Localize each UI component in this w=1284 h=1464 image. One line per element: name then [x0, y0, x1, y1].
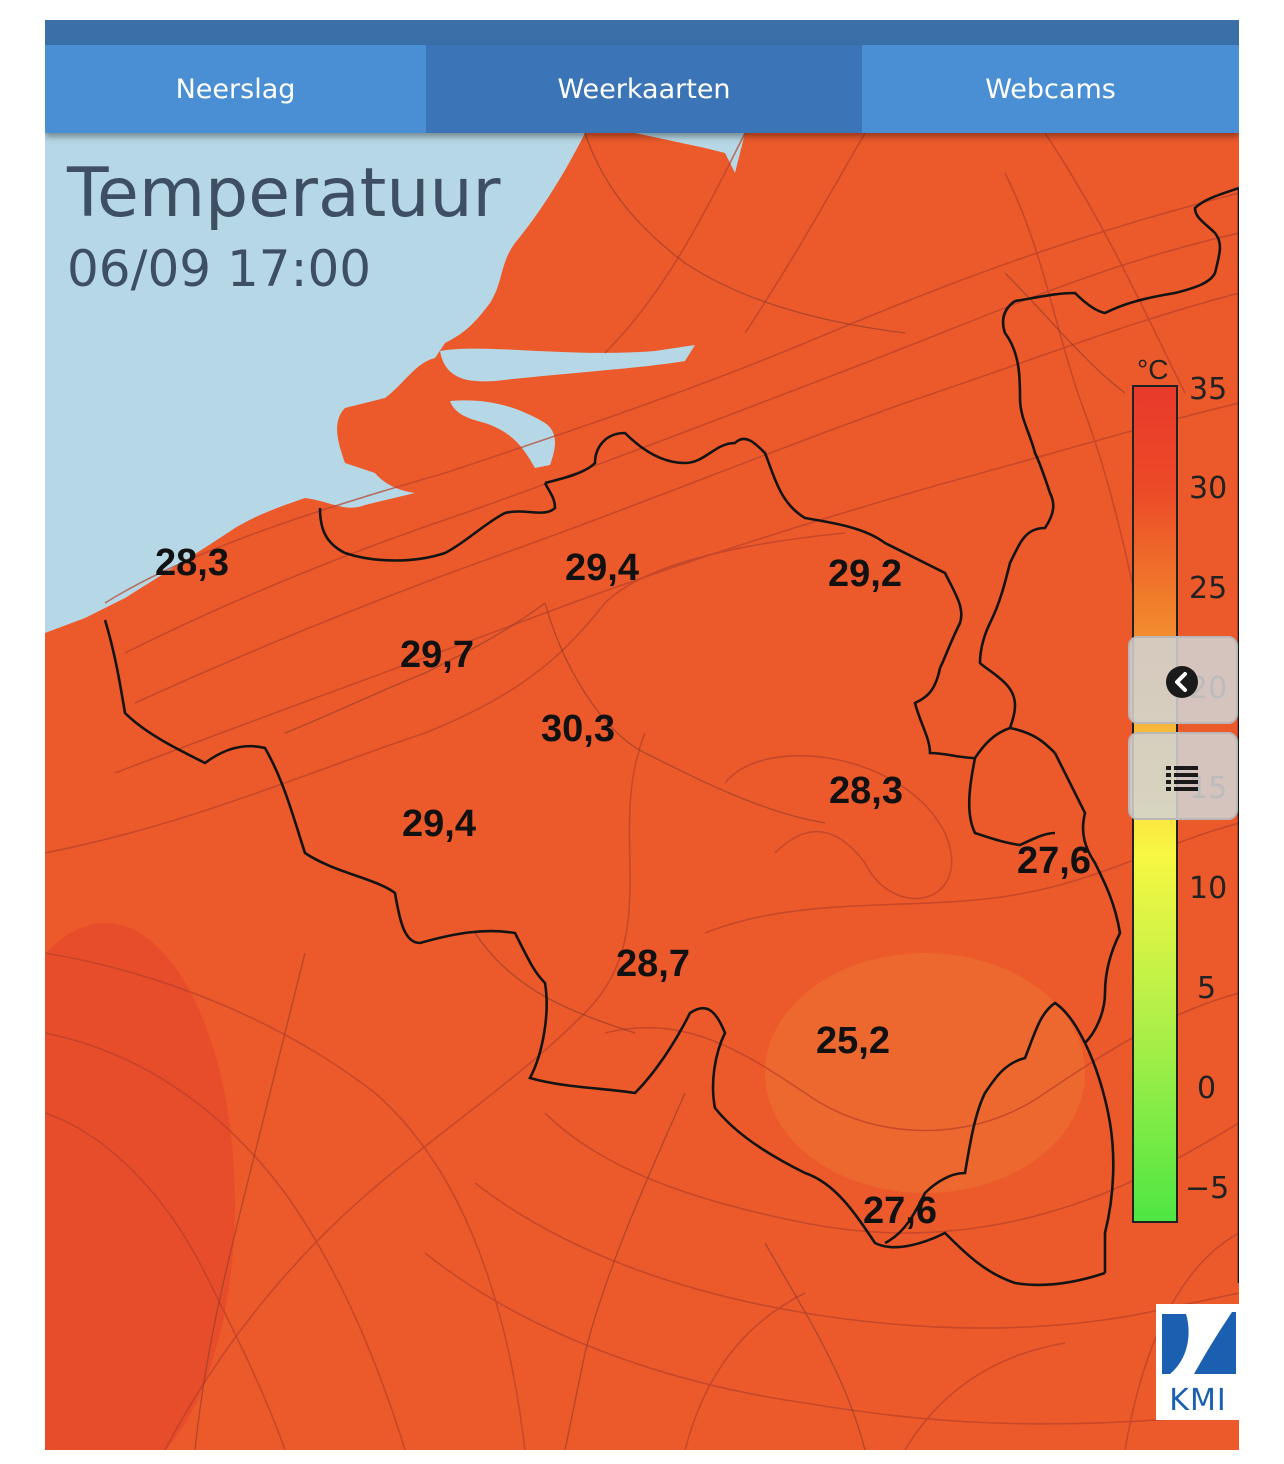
temp-value: 28,3 — [155, 542, 229, 584]
kmi-logo-mark — [1162, 1312, 1236, 1374]
scale-label: −5 — [1185, 1171, 1230, 1206]
temp-value: 27,6 — [1017, 840, 1091, 882]
scale-label: 30 — [1189, 471, 1228, 506]
app: Neerslag Weerkaarten Webcams — [45, 20, 1239, 1450]
temp-value: 25,2 — [816, 1020, 890, 1062]
estuary — [450, 400, 555, 468]
tab-weerkaarten[interactable]: Weerkaarten — [426, 45, 862, 133]
sea — [45, 133, 585, 633]
tab-webcams[interactable]: Webcams — [862, 45, 1239, 133]
tab-label: Webcams — [985, 73, 1116, 105]
tab-label: Weerkaarten — [557, 73, 731, 105]
cooler-area — [765, 953, 1085, 1193]
temp-value: 29,4 — [565, 547, 639, 589]
scale-label: 25 — [1189, 571, 1228, 606]
temp-value: 29,2 — [828, 553, 902, 595]
temperature-map[interactable] — [45, 133, 1239, 1450]
scale-label: 10 — [1189, 871, 1228, 906]
map-datetime: 06/09 17:00 — [67, 240, 372, 298]
top-bar — [45, 20, 1239, 45]
tab-bar: Neerslag Weerkaarten Webcams — [45, 45, 1239, 133]
list-icon — [1166, 766, 1198, 791]
temp-value: 30,3 — [541, 708, 615, 750]
scale-label: 5 — [1197, 971, 1217, 1006]
region-lines — [194, 133, 1126, 1450]
warm-area — [45, 923, 235, 1450]
temp-value: 28,3 — [829, 770, 903, 812]
country-borders — [103, 186, 1239, 1287]
temp-value: 29,4 — [402, 803, 476, 845]
scale-unit: °C — [1137, 354, 1169, 385]
map-title: Temperatuur — [67, 154, 501, 233]
temp-value: 27,6 — [863, 1190, 937, 1232]
kmi-logo: KMI — [1156, 1304, 1239, 1420]
scale-label: 0 — [1197, 1071, 1217, 1106]
collapse-button[interactable] — [1128, 636, 1238, 724]
chevron-left-icon — [1166, 666, 1198, 698]
list-button[interactable] — [1128, 732, 1238, 820]
estuary — [440, 345, 695, 382]
tab-neerslag[interactable]: Neerslag — [45, 45, 426, 133]
kmi-logo-text: KMI — [1169, 1383, 1227, 1418]
temp-value: 29,7 — [400, 634, 474, 676]
tab-label: Neerslag — [175, 73, 296, 105]
temp-value: 28,7 — [616, 943, 690, 985]
scale-label: 35 — [1189, 372, 1228, 407]
estuary — [635, 133, 745, 173]
